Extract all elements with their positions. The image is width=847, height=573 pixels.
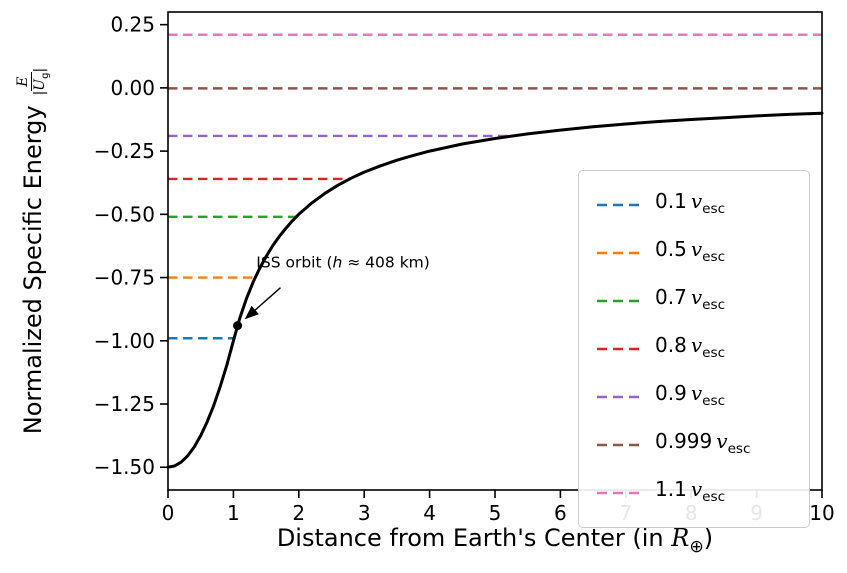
y-tick-label: −0.50 xyxy=(94,202,155,226)
legend-label: 0.1 vesc xyxy=(655,189,726,217)
x-axis-label: Distance from Earth's Center (in R⊕) xyxy=(276,524,714,557)
x-tick-label: 4 xyxy=(423,501,436,525)
legend-line-sample xyxy=(597,251,641,255)
iss-annotation-text: ISS orbit (h ≈ 408 km) xyxy=(256,253,430,271)
legend-entry: 0.8 vesc xyxy=(579,325,809,373)
y-tick-label: −0.25 xyxy=(94,139,155,163)
legend-label: 0.5 vesc xyxy=(655,237,726,265)
legend-label: 1.1 vesc xyxy=(655,477,726,505)
legend-label: 0.999 vesc xyxy=(655,429,751,457)
x-tick-label: 6 xyxy=(554,501,567,525)
legend-entry: 1.1 vesc xyxy=(579,469,809,517)
y-axis-label: Normalized Specific Energy E |Ug| xyxy=(11,0,55,511)
legend-line-sample xyxy=(597,299,641,303)
legend-label: 0.8 vesc xyxy=(655,333,726,361)
fraction-numerator: E xyxy=(14,72,32,91)
y-axis-fraction: E |Ug| xyxy=(14,67,51,96)
iss-annotation-arrow xyxy=(244,287,281,320)
legend-label: 0.7 vesc xyxy=(655,285,726,313)
x-tick-label: 10 xyxy=(809,501,834,525)
legend-line-sample xyxy=(597,491,641,495)
y-tick-label: 0.00 xyxy=(110,76,155,100)
legend: 0.1 vesc 0.5 vesc 0.7 vesc 0.8 vesc 0.9 vesc… xyxy=(578,170,810,528)
legend-line-sample xyxy=(597,347,641,351)
legend-line-sample xyxy=(597,203,641,207)
legend-entry: 0.999 vesc xyxy=(579,421,809,469)
x-tick-label: 2 xyxy=(292,501,305,525)
legend-line-sample xyxy=(597,443,641,447)
x-tick-label: 1 xyxy=(227,501,240,525)
fraction-denominator: |Ug| xyxy=(31,67,51,96)
y-tick-label: −1.50 xyxy=(94,455,155,479)
legend-entry: 0.7 vesc xyxy=(579,277,809,325)
x-tick-label: 3 xyxy=(358,501,371,525)
y-tick-label: 0.25 xyxy=(110,13,155,37)
y-tick-label: −1.00 xyxy=(94,329,155,353)
x-tick-label: 0 xyxy=(162,501,175,525)
y-tick-label: −1.25 xyxy=(94,392,155,416)
legend-line-sample xyxy=(597,395,641,399)
legend-label: 0.9 vesc xyxy=(655,381,726,409)
iss-point xyxy=(233,321,243,331)
y-axis-label-text: Normalized Specific Energy xyxy=(19,105,47,435)
energy-curve xyxy=(166,111,824,469)
legend-entry: 0.1 vesc xyxy=(579,181,809,229)
legend-entry: 0.5 vesc xyxy=(579,229,809,277)
legend-entry: 0.9 vesc xyxy=(579,373,809,421)
x-tick-label: 5 xyxy=(489,501,502,525)
y-tick-label: −0.75 xyxy=(94,266,155,290)
